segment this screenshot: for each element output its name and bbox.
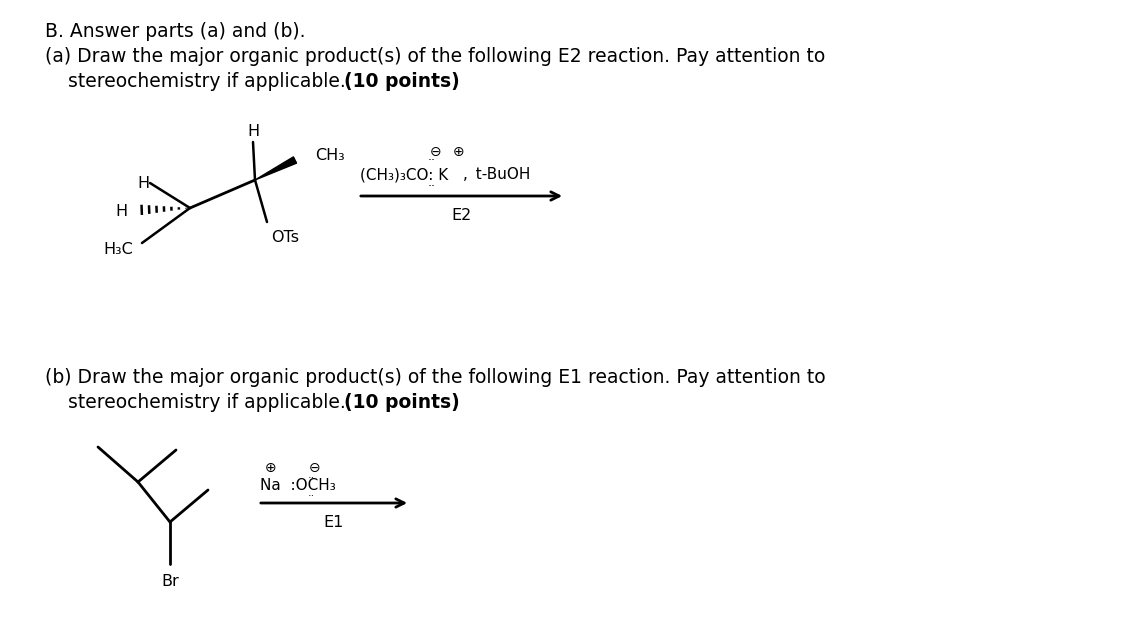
Text: (10 points): (10 points) [344, 72, 460, 91]
Text: Na  :​OCH₃: Na :​OCH₃ [260, 478, 336, 493]
Text: ··: ·· [427, 180, 435, 193]
Text: H: H [136, 175, 149, 191]
Text: Br: Br [162, 574, 179, 589]
Text: H₃C: H₃C [103, 242, 133, 256]
Text: ··: ·· [308, 473, 315, 483]
Text: (10 points): (10 points) [344, 393, 460, 412]
Text: stereochemistry if applicable.: stereochemistry if applicable. [68, 72, 352, 91]
Text: ,  t-BuOH: , t-BuOH [463, 167, 531, 182]
Text: B. Answer parts (a) and (b).: B. Answer parts (a) and (b). [45, 22, 306, 41]
Text: ⊖: ⊖ [309, 461, 321, 475]
Text: (CH₃)₃CO: K: (CH₃)₃CO: K [360, 167, 448, 182]
Text: CH₃: CH₃ [315, 148, 345, 163]
Text: ··: ·· [308, 491, 315, 501]
Text: H: H [116, 204, 128, 218]
Text: OTs: OTs [270, 230, 299, 245]
Text: stereochemistry if applicable.: stereochemistry if applicable. [68, 393, 352, 412]
Text: (b) Draw the major organic product(s) of the following E1 reaction. Pay attentio: (b) Draw the major organic product(s) of… [45, 368, 825, 387]
Text: (a) Draw the major organic product(s) of the following E2 reaction. Pay attentio: (a) Draw the major organic product(s) of… [45, 47, 825, 66]
Text: ⊖: ⊖ [430, 145, 441, 159]
Text: ⊕: ⊕ [453, 145, 464, 159]
Text: ··: ·· [427, 154, 435, 167]
Text: ⊕: ⊕ [265, 461, 276, 475]
Text: H: H [246, 124, 259, 139]
Text: E1: E1 [324, 515, 344, 530]
Polygon shape [256, 157, 297, 180]
Text: E2: E2 [452, 208, 472, 223]
